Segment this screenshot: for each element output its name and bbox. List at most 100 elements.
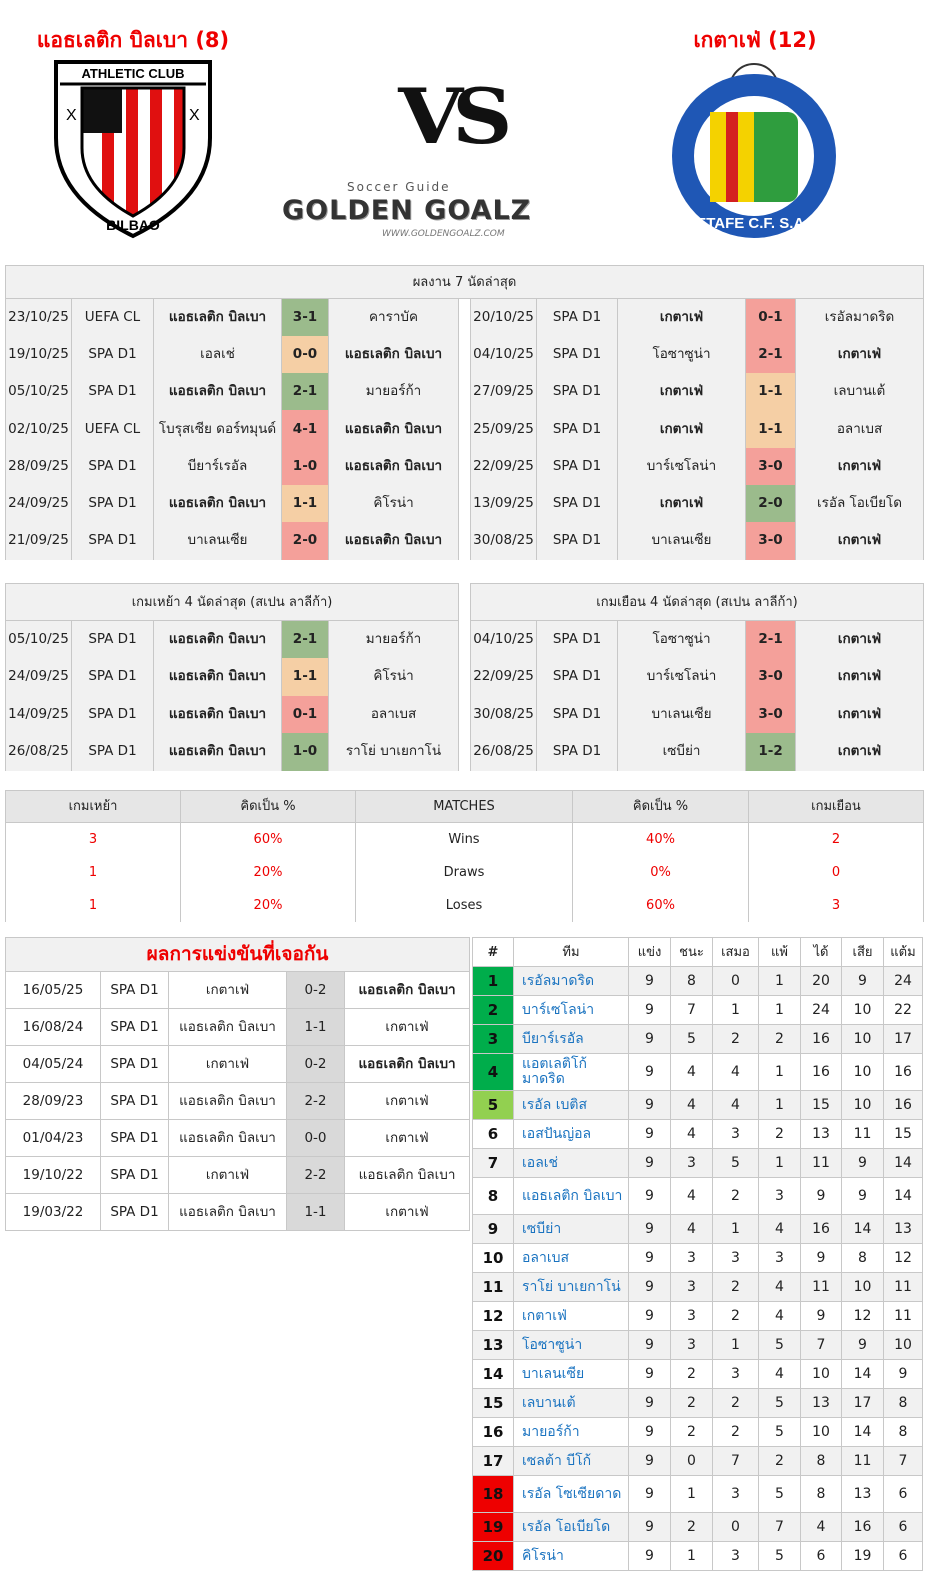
stat: 11: [841, 1119, 884, 1149]
stat: 16: [800, 1214, 842, 1244]
stat: 1: [670, 1541, 713, 1571]
stat: 8: [800, 1446, 842, 1476]
stats-value: 0: [748, 855, 924, 889]
team-link[interactable]: บียาร์เรอัล: [513, 1024, 629, 1054]
team-link[interactable]: เซลต้า บีโก้: [513, 1446, 629, 1476]
gap: [458, 410, 471, 448]
team-link[interactable]: บาร์เซโลน่า: [513, 995, 629, 1025]
stat: 20: [800, 966, 842, 996]
stat: 17: [883, 1024, 923, 1054]
stat: 4: [758, 1272, 801, 1302]
stat: 9: [628, 1053, 671, 1091]
away-team: เกตาเฟ่: [795, 658, 925, 696]
team-link[interactable]: เรอัล โอเบียโด: [513, 1512, 629, 1542]
standings-row: 9 เซบีย่า 9 4 1 4 16 14 13: [472, 1214, 923, 1244]
stat: 0: [670, 1446, 713, 1476]
match-date: 04/10/25: [470, 335, 537, 374]
match-score: 2-1: [281, 373, 329, 411]
team-link[interactable]: เรอัลมาดริด: [513, 966, 629, 996]
stat: 11: [800, 1148, 842, 1178]
match-row: 26/08/25 SPA D1 แอธเลติก บิลเบา 1-0 ราโย่ บา…: [5, 733, 925, 771]
stats-value: 3: [5, 822, 181, 856]
match-score: 1-0: [281, 447, 329, 485]
team-link[interactable]: โอซาซูน่า: [513, 1330, 629, 1360]
recent-form-title: ผลงาน 7 นัดล่าสุด: [4, 265, 925, 299]
stats-value: 0%: [572, 855, 749, 889]
match-score: 1-1: [286, 1008, 345, 1046]
competition: SPA D1: [71, 484, 154, 523]
away-team: อลาเบส: [794, 410, 925, 448]
competition: SPA D1: [71, 335, 154, 374]
stat: 10: [841, 1053, 884, 1091]
stat: 16: [883, 1053, 923, 1091]
away-team: เกตาเฟ่: [343, 1119, 471, 1157]
team-link[interactable]: คิโรน่า: [513, 1541, 629, 1571]
stat: 2: [712, 1417, 759, 1447]
stat: 9: [628, 1243, 671, 1273]
stat: 12: [841, 1301, 884, 1331]
team-link[interactable]: เกตาเฟ่: [513, 1301, 629, 1331]
stat: 8: [883, 1388, 923, 1418]
home-team: เกตาเฟ่: [168, 1045, 287, 1083]
stat: 2: [712, 1272, 759, 1302]
position: 18: [472, 1475, 514, 1513]
team-link[interactable]: เลบานเต้: [513, 1388, 629, 1418]
stats-value: 20%: [180, 888, 356, 922]
stats-value: Loses: [355, 888, 573, 922]
match-row: 24/09/25 SPA D1 แอธเลติก บิลเบา 1-1 คิโรน่า 1…: [5, 484, 925, 523]
stat: 7: [712, 1446, 759, 1476]
position: 3: [472, 1024, 514, 1054]
standings-row: 5 เรอัล เบติส 9 4 4 1 15 10 16: [472, 1090, 923, 1120]
team-link[interactable]: แอตเลติโก้ มาดริด: [513, 1053, 629, 1091]
match-date: 05/10/25: [5, 620, 72, 658]
competition: SPA D1: [536, 447, 618, 485]
team-link[interactable]: เรอัล โซเซียดาด: [513, 1475, 629, 1513]
stat: 11: [800, 1272, 842, 1302]
gap: [458, 373, 471, 411]
position: 4: [472, 1053, 514, 1091]
away-venue-title: เกมเยือน 4 นัดล่าสุด (สเปน ลาลีก้า): [470, 583, 925, 621]
competition: SPA D1: [100, 1008, 169, 1046]
stats-header: เกมเยือน: [748, 790, 924, 823]
stat: 9: [628, 1512, 671, 1542]
team-link[interactable]: เอลเช่: [513, 1148, 629, 1178]
team-link[interactable]: บาเลนเซีย: [513, 1359, 629, 1389]
home-team: บาเลนเซีย: [153, 522, 282, 560]
match-score: 1-2: [745, 733, 797, 771]
competition: SPA D1: [100, 971, 169, 1009]
standings-header: ชนะ: [670, 937, 713, 967]
stat: 5: [712, 1148, 759, 1178]
stat: 16: [883, 1090, 923, 1120]
stat: 15: [800, 1090, 842, 1120]
match-row: 23/10/25 UEFA CL แอธเลติก บิลเบา 3-1 คาราบัค…: [5, 298, 925, 336]
stat: 9: [628, 1541, 671, 1571]
match-date: 24/09/25: [5, 658, 72, 696]
competition: SPA D1: [100, 1156, 169, 1194]
stat: 8: [883, 1417, 923, 1447]
team-link[interactable]: เอสปันญ่อล: [513, 1119, 629, 1149]
team-link[interactable]: มายอร์ก้า: [513, 1417, 629, 1447]
stats-value: 20%: [180, 855, 356, 889]
stat: 13: [800, 1388, 842, 1418]
stat: 4: [670, 1119, 713, 1149]
competition: SPA D1: [71, 373, 154, 411]
competition: SPA D1: [536, 522, 618, 560]
team-link[interactable]: ราโย่ บาเยกาโน่: [513, 1272, 629, 1302]
stats-row: 1 20% Loses 60% 3: [5, 888, 924, 922]
away-team: เกตาเฟ่: [794, 335, 925, 374]
team-link[interactable]: อลาเบส: [513, 1243, 629, 1273]
position: 5: [472, 1090, 514, 1120]
stat: 5: [758, 1388, 801, 1418]
team-link[interactable]: แอธเลติก บิลเบา: [513, 1177, 629, 1215]
standings-row: 4 แอตเลติโก้ มาดริด 9 4 4 1 16 10 16: [472, 1053, 923, 1091]
h2h-row: 01/04/23 SPA D1 แอธเลติก บิลเบา 0-0 เกตาเฟ่: [5, 1119, 471, 1157]
stat: 9: [628, 966, 671, 996]
team-link[interactable]: เซบีย่า: [513, 1214, 629, 1244]
stats-value: 60%: [180, 822, 356, 856]
home-venue-title: เกมเหย้า 4 นัดล่าสุด (สเปน ลาลีก้า): [4, 583, 460, 621]
home-team: แอธเลติก บิลเบา: [153, 658, 282, 696]
team-link[interactable]: เรอัล เบติส: [513, 1090, 629, 1120]
standings-row: 2 บาร์เซโลน่า 9 7 1 1 24 10 22: [472, 995, 923, 1025]
match-date: 19/10/25: [5, 335, 72, 374]
match-score: 2-0: [281, 522, 329, 560]
